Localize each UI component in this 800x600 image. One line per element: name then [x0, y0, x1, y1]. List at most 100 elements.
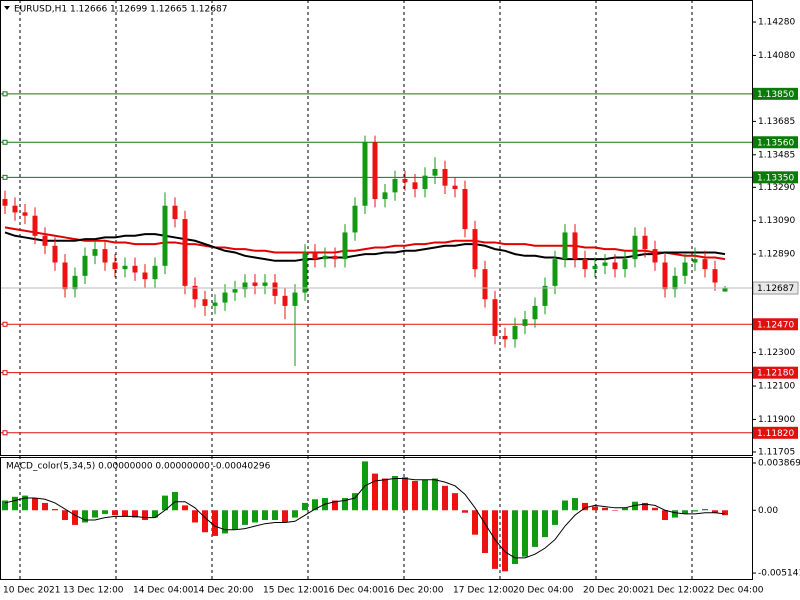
macd-bar: [352, 493, 358, 511]
candle-body: [102, 249, 108, 263]
macd-bar: [72, 510, 78, 525]
macd-bar: [452, 493, 458, 511]
candle-body: [242, 282, 248, 290]
macd-bar: [2, 500, 8, 511]
level-label: 1.12180: [757, 369, 794, 379]
macd-bar: [102, 510, 108, 514]
candle-body: [482, 269, 488, 300]
macd-bar: [282, 510, 288, 523]
x-tick-label: 22 Dec 04:00: [703, 586, 764, 596]
macd-bar: [672, 510, 678, 518]
candle-body: [562, 232, 568, 260]
macd-bar: [262, 510, 268, 521]
candle-body: [202, 299, 208, 306]
macd-bar: [392, 476, 398, 511]
level-label-box: [753, 136, 798, 149]
macd-bar: [542, 510, 548, 538]
level-handle: [2, 91, 8, 97]
macd-bar: [272, 510, 278, 521]
macd-bar: [162, 495, 168, 511]
macd-bar: [442, 485, 448, 511]
macd-bar: [82, 510, 88, 523]
macd-bar: [292, 510, 298, 518]
level-label: 1.13350: [757, 173, 794, 183]
macd-bar: [112, 510, 118, 516]
candle-body: [322, 255, 328, 260]
macd-bar: [212, 510, 218, 536]
macd-bar: [192, 510, 198, 523]
macd-bar: [602, 507, 608, 511]
macd-bar: [402, 477, 408, 511]
candle-body: [472, 229, 478, 270]
x-tick-label: 16 Dec 20:00: [383, 586, 444, 596]
macd-bar: [552, 510, 558, 525]
macd-bar: [592, 506, 598, 511]
macd-bar: [692, 510, 698, 512]
candle-body: [132, 265, 138, 273]
candle-body: [582, 259, 588, 270]
candle-body: [262, 282, 268, 286]
macd-bar: [372, 473, 378, 511]
macd-bar: [722, 510, 728, 516]
macd-bar: [302, 502, 308, 511]
candle-body: [682, 262, 688, 276]
chart-title: EURUSD,H1 1.12666 1.12699 1.12665 1.1268…: [14, 5, 227, 15]
macd-bar: [502, 510, 508, 572]
macd-bar: [632, 501, 638, 511]
level-label: 1.13560: [757, 138, 794, 148]
macd-title: MACD_color(5,34,5) 0.00000000 0.00000000…: [6, 462, 271, 472]
candle-body: [342, 232, 348, 260]
candle-body: [92, 249, 98, 256]
level-label: 1.13850: [757, 90, 794, 100]
x-tick-label: 20 Dec 20:00: [583, 586, 644, 596]
macd-bar: [702, 509, 708, 511]
level-label-box: [753, 318, 798, 331]
macd-bar: [532, 510, 538, 547]
candle-body: [32, 215, 38, 236]
level-label-box: [753, 171, 798, 184]
candle-body: [232, 289, 238, 293]
candle-body: [302, 252, 308, 293]
y-tick-label: 1.14080: [758, 51, 795, 61]
candle-body: [602, 262, 608, 266]
candle-body: [282, 295, 288, 306]
main-frame: [0, 0, 753, 456]
macd-bar: [652, 507, 658, 511]
macd-bar: [202, 510, 208, 533]
candle-body: [522, 319, 528, 326]
candle-body: [662, 262, 668, 290]
candle-body: [432, 168, 438, 176]
level-label-box: [753, 426, 798, 439]
macd-bar: [462, 510, 468, 513]
macd-bar: [12, 496, 18, 511]
x-tick-label: 21 Dec 12:00: [643, 586, 704, 596]
candle-body: [362, 142, 368, 206]
candle-body: [52, 245, 58, 263]
macd-bar: [132, 510, 138, 518]
candle-body: [292, 292, 298, 306]
macd-bar: [122, 510, 128, 517]
level-handle: [2, 139, 8, 145]
y-tick-label: 1.13090: [758, 216, 795, 226]
macd-bar: [522, 510, 528, 557]
macd-bar: [182, 505, 188, 511]
candle-body: [532, 305, 538, 320]
candle-body: [42, 235, 48, 246]
candle-body: [82, 255, 88, 276]
y-tick-label: 0.0038699: [758, 458, 800, 468]
signal-line: [4, 477, 726, 559]
candle-body: [612, 262, 618, 270]
y-tick-label: 1.13485: [758, 150, 795, 160]
macd-bar: [582, 502, 588, 511]
macd-bar: [472, 510, 478, 535]
candle-body: [192, 285, 198, 300]
candle-body: [312, 252, 318, 260]
level-label: 1.12470: [757, 320, 794, 330]
macd-bar: [562, 500, 568, 511]
macd-bar: [62, 510, 68, 521]
macd-bar: [512, 510, 518, 564]
